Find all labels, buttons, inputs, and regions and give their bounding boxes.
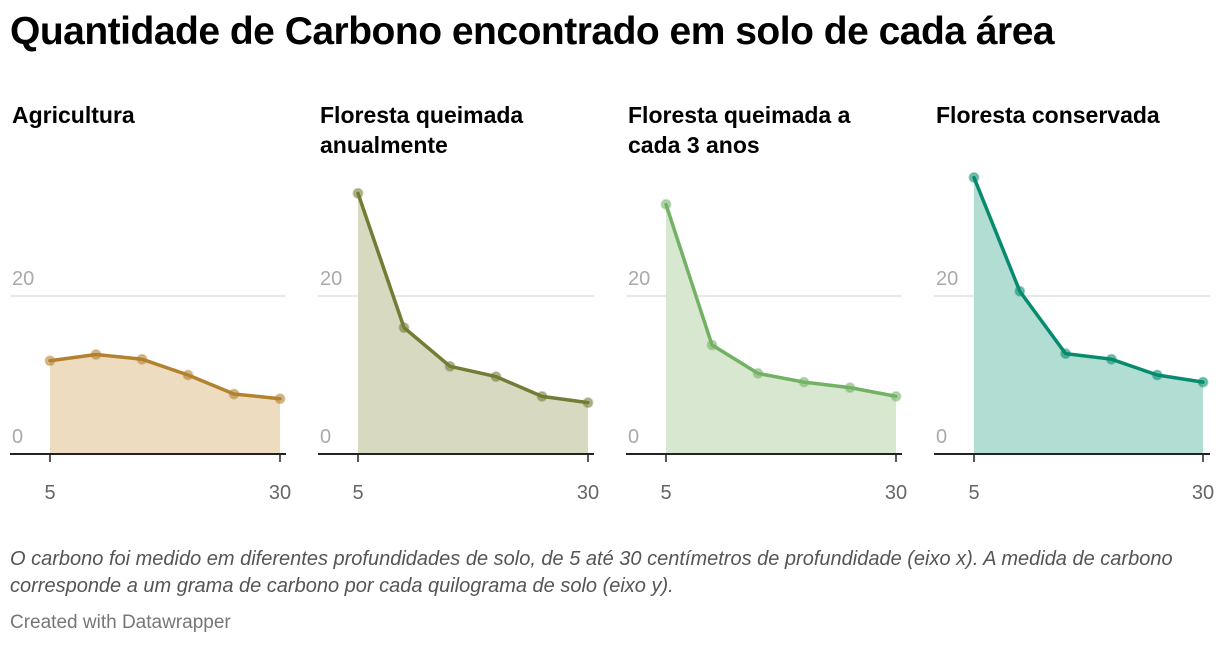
data-point: [136, 353, 148, 365]
panel-2: 0 20 5 30: [626, 198, 907, 504]
x-tick-label: 5: [660, 482, 671, 504]
y-tick-label: 0: [12, 426, 23, 448]
panel-1: 0 20 5 30: [318, 187, 599, 504]
data-point: [798, 376, 810, 388]
data-point: [536, 390, 548, 402]
data-point: [1197, 376, 1209, 388]
data-point: [890, 390, 902, 402]
data-point: [1151, 369, 1163, 381]
x-tick-label: 30: [1192, 482, 1214, 504]
y-tick-label: 0: [936, 426, 947, 448]
data-point: [1105, 353, 1117, 365]
data-point: [352, 187, 364, 199]
y-tick-label: 20: [320, 268, 342, 290]
data-point: [752, 367, 764, 379]
y-tick-label: 0: [320, 426, 331, 448]
data-point: [1014, 285, 1026, 297]
series-line: [356, 191, 590, 405]
panel-title-floresta-queimada-3-anos: Floresta queimada a cada 3 anos: [628, 102, 851, 158]
panel-0: 0 20 5 30: [10, 268, 291, 504]
series-line: [972, 175, 1205, 384]
x-tick-label: 5: [44, 482, 55, 504]
data-point: [706, 339, 718, 351]
x-tick-label: 5: [968, 482, 979, 504]
panel-title-floresta-queimada-anualmente: Floresta queimada anualmente: [320, 102, 524, 158]
y-tick-label: 0: [628, 426, 639, 448]
data-point: [968, 172, 980, 183]
chart-title: Quantidade de Carbono encontrado em solo…: [10, 10, 1055, 53]
y-tick-label: 20: [12, 268, 34, 290]
data-point: [444, 360, 456, 372]
series-line: [664, 202, 898, 399]
data-point: [228, 388, 240, 400]
series-line: [48, 352, 282, 401]
data-point: [660, 198, 672, 210]
x-tick-label: 30: [885, 482, 907, 504]
data-point: [1060, 348, 1072, 360]
panel-title-agricultura: Agricultura: [12, 102, 135, 128]
x-tick-label: 30: [269, 482, 291, 504]
y-tick-label: 20: [628, 268, 650, 290]
data-point: [582, 397, 594, 409]
data-point: [182, 369, 194, 381]
y-tick-label: 20: [936, 268, 958, 290]
data-point: [274, 393, 286, 405]
area-fill: [974, 177, 1203, 454]
x-tick-label: 30: [577, 482, 599, 504]
data-point: [90, 348, 102, 360]
area-fill: [50, 354, 280, 454]
small-multiples-area-charts: 0 20 5 30 0 20 5 30 0 20 5 30 0 20 5 30: [10, 172, 1214, 504]
data-point: [844, 382, 856, 394]
area-fill: [666, 204, 896, 454]
panel-3: 0 20 5 30: [934, 172, 1214, 504]
credit-note: Created with Datawrapper: [10, 612, 231, 633]
chart-caption: O carbono foi medido em diferentes profu…: [10, 548, 1173, 597]
data-point: [398, 322, 410, 334]
data-point: [490, 371, 502, 383]
data-point: [44, 355, 56, 367]
x-tick-label: 5: [352, 482, 363, 504]
area-fill: [358, 193, 588, 455]
panel-title-floresta-conservada: Floresta conservada: [936, 102, 1160, 128]
